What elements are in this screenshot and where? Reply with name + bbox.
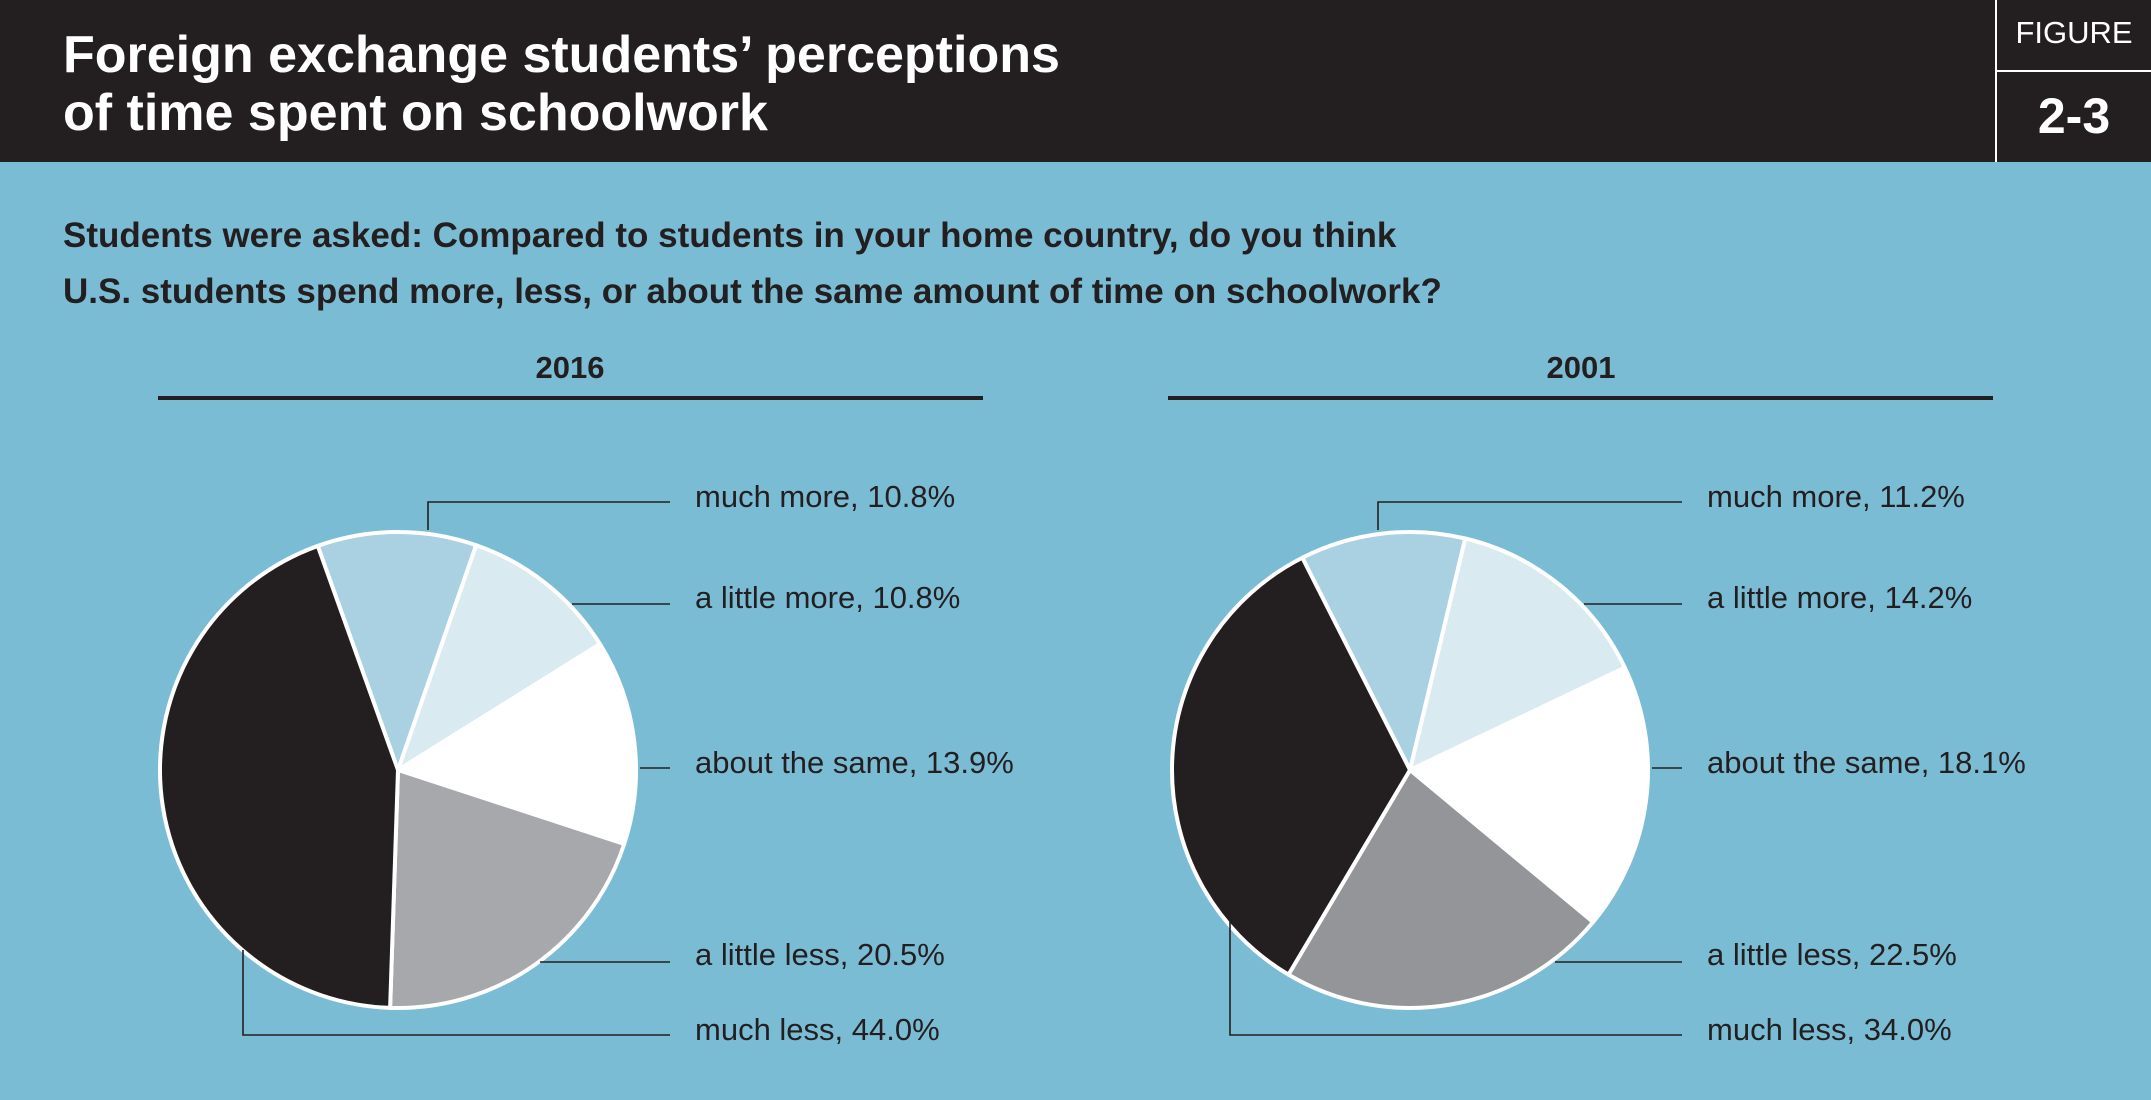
pie-slice xyxy=(388,768,627,1010)
pie-slice xyxy=(1170,555,1412,977)
title-line-2: of time spent on schoolwork xyxy=(63,84,768,142)
slice-label: about the same, 18.1% xyxy=(1707,745,2026,780)
slice-label: a little less, 20.5% xyxy=(695,937,945,972)
figure-title: Foreign exchange students’ perceptions of… xyxy=(63,26,1963,142)
header-bar: Foreign exchange students’ perceptions of… xyxy=(0,0,2151,162)
chart-title: 2016 xyxy=(536,350,605,385)
title-line-1: Foreign exchange students’ perceptions xyxy=(63,26,1060,84)
figure-label: FIGURE xyxy=(1997,0,2151,72)
question-line-1: Students were asked: Compared to student… xyxy=(63,216,1397,255)
slice-label: much less, 34.0% xyxy=(1707,1012,1952,1047)
slice-label: a little less, 22.5% xyxy=(1707,937,1957,972)
figure-number: 2-3 xyxy=(2037,88,2111,144)
question-line-2: U.S. students spend more, less, or about… xyxy=(63,272,1442,311)
pie-slice xyxy=(1408,665,1650,925)
pie-slice xyxy=(396,642,638,846)
pie-slice xyxy=(1300,530,1468,772)
survey-question: Students were asked: Compared to student… xyxy=(63,208,1763,320)
slice-label: much more, 11.2% xyxy=(1707,479,1965,514)
leader-line xyxy=(1377,501,1682,530)
leader-line xyxy=(427,501,670,530)
leader-line xyxy=(242,950,670,1036)
pie-slice xyxy=(1286,768,1596,1010)
slice-label: much less, 44.0% xyxy=(695,1012,940,1047)
pie-slice xyxy=(157,543,400,1010)
slice-label: a little more, 10.8% xyxy=(695,580,960,615)
chart-title: 2001 xyxy=(1547,350,1616,385)
pie-slice xyxy=(315,530,479,772)
slice-label: a little more, 14.2% xyxy=(1707,580,1972,615)
pie-slice xyxy=(396,543,602,772)
slice-label: about the same, 13.9% xyxy=(695,745,1014,780)
slice-label: much more, 10.8% xyxy=(695,479,955,514)
leader-line xyxy=(1229,920,1682,1036)
pie-slice xyxy=(1408,536,1627,772)
figure-number-box: FIGURE 2-3 xyxy=(1995,0,2151,162)
